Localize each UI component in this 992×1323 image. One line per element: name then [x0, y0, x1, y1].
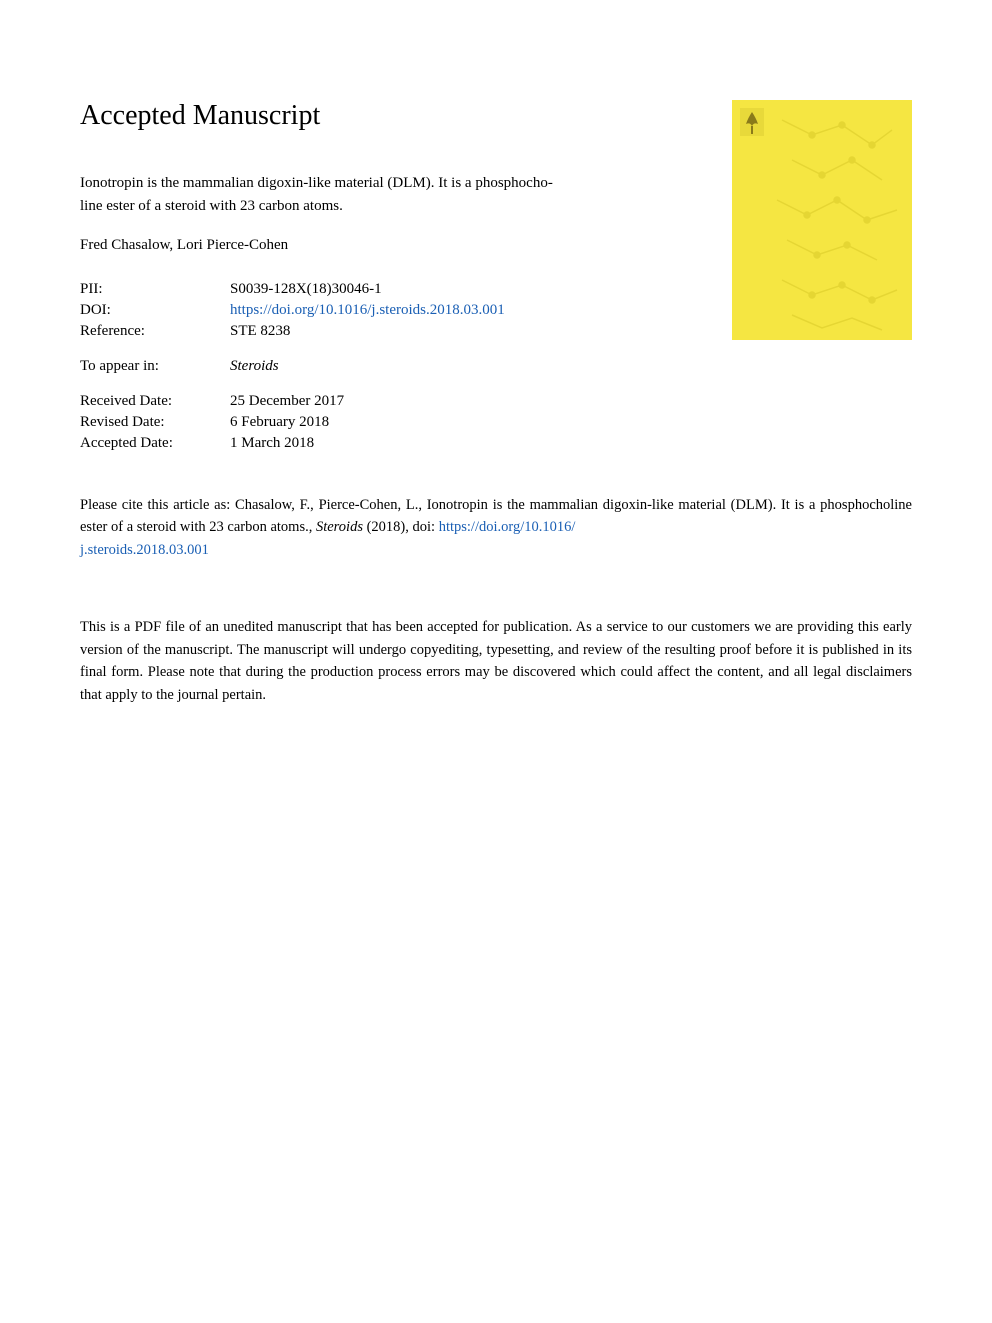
- pii-label: PII:: [80, 279, 230, 300]
- title-line-1: Ionotropin is the mammalian digoxin-like…: [80, 175, 553, 191]
- manuscript-page: Accepted Manuscript Ionotropin is the ma…: [0, 0, 992, 786]
- meta-row-accepted: Accepted Date: 1 March 2018: [80, 433, 505, 454]
- citation-doi-link-1[interactable]: https://doi.org/10.1016/: [439, 519, 576, 535]
- page-heading: Accepted Manuscript: [80, 100, 702, 132]
- header-row: Accepted Manuscript Ionotropin is the ma…: [80, 100, 912, 454]
- pii-value: S0039-128X(18)30046-1: [230, 279, 505, 300]
- received-label: Received Date:: [80, 391, 230, 412]
- meta-row-reference: Reference: STE 8238: [80, 321, 505, 342]
- journal-cover: STEROIDS: [732, 100, 912, 340]
- accepted-label: Accepted Date:: [80, 433, 230, 454]
- elsevier-logo-icon: [740, 108, 764, 136]
- doi-link[interactable]: https://doi.org/10.1016/j.steroids.2018.…: [230, 302, 505, 318]
- left-column: Accepted Manuscript Ionotropin is the ma…: [80, 100, 732, 454]
- accepted-value: 1 March 2018: [230, 433, 505, 454]
- reference-value: STE 8238: [230, 321, 505, 342]
- revised-label: Revised Date:: [80, 412, 230, 433]
- citation-year: (2018), doi:: [363, 519, 439, 535]
- doi-label: DOI:: [80, 300, 230, 321]
- reference-label: Reference:: [80, 321, 230, 342]
- meta-row-pii: PII: S0039-128X(18)30046-1: [80, 279, 505, 300]
- citation-journal: Steroids: [316, 519, 363, 535]
- received-value: 25 December 2017: [230, 391, 505, 412]
- citation-paragraph: Please cite this article as: Chasalow, F…: [80, 494, 912, 561]
- cover-molecule-art: [732, 100, 912, 340]
- meta-row-appear: To appear in: Steroids: [80, 356, 505, 377]
- disclaimer-paragraph: This is a PDF file of an unedited manusc…: [80, 616, 912, 706]
- citation-doi-link-2[interactable]: j.steroids.2018.03.001: [80, 542, 209, 558]
- meta-row-doi: DOI: https://doi.org/10.1016/j.steroids.…: [80, 300, 505, 321]
- appear-value: Steroids: [230, 358, 279, 374]
- title-line-2: line ester of a steroid with 23 carbon a…: [80, 198, 343, 214]
- journal-cover-title: STEROIDS: [732, 155, 738, 330]
- article-title: Ionotropin is the mammalian digoxin-like…: [80, 172, 620, 217]
- authors-line: Fred Chasalow, Lori Pierce-Cohen: [80, 237, 702, 254]
- revised-value: 6 February 2018: [230, 412, 505, 433]
- appear-label: To appear in:: [80, 356, 230, 377]
- meta-row-revised: Revised Date: 6 February 2018: [80, 412, 505, 433]
- meta-row-received: Received Date: 25 December 2017: [80, 391, 505, 412]
- metadata-table: PII: S0039-128X(18)30046-1 DOI: https://…: [80, 279, 505, 454]
